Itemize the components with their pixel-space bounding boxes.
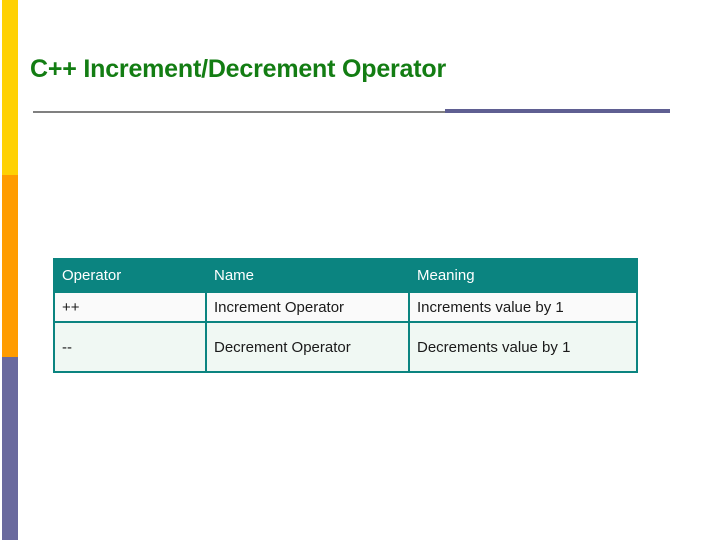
header-cell-meaning: Meaning: [408, 258, 638, 293]
header-cell-name: Name: [205, 258, 410, 293]
accent-bar-yellow: [2, 0, 18, 175]
slide-title: C++ Increment/Decrement Operator: [30, 55, 446, 83]
table-header-row: Operator Name Meaning: [53, 258, 638, 293]
accent-bar-orange: [2, 175, 18, 357]
title-underline-gray: [33, 111, 445, 113]
cell-increment-meaning: Increments value by 1: [408, 291, 638, 323]
table-row: -- Decrement Operator Decrements value b…: [53, 321, 638, 373]
cell-decrement-name: Decrement Operator: [205, 321, 410, 373]
cell-increment-name: Increment Operator: [205, 291, 410, 323]
operators-table: Operator Name Meaning ++ Increment Opera…: [53, 258, 638, 373]
table-row: ++ Increment Operator Increments value b…: [53, 291, 638, 323]
accent-bar-purple: [2, 357, 18, 540]
cell-decrement-symbol: --: [53, 321, 207, 373]
header-cell-operator: Operator: [53, 258, 207, 293]
title-underline-purple: [445, 109, 670, 113]
cell-increment-symbol: ++: [53, 291, 207, 323]
cell-decrement-meaning: Decrements value by 1: [408, 321, 638, 373]
